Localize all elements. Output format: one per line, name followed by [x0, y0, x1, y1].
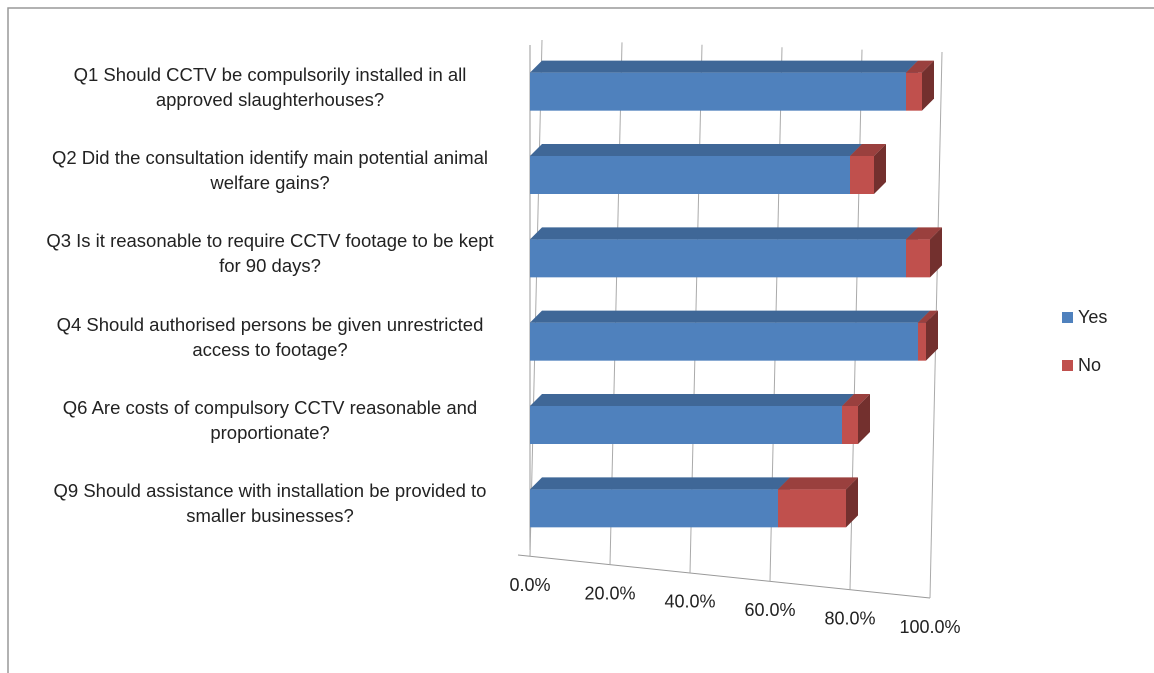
- bar-top: [906, 60, 934, 73]
- bar: [530, 406, 842, 444]
- bar: [842, 406, 858, 444]
- x-tick-label: 100.0%: [899, 617, 960, 637]
- x-tick-label: 20.0%: [584, 583, 635, 603]
- bar: [918, 322, 926, 361]
- x-tick-label: 60.0%: [744, 600, 795, 620]
- bar-top: [530, 310, 930, 323]
- bar-side: [930, 227, 942, 278]
- x-tick-label: 80.0%: [824, 608, 875, 628]
- bar-side: [846, 477, 858, 528]
- bar-top: [530, 144, 862, 156]
- category-label: Q1 Should CCTV be compulsorily installed…: [73, 63, 467, 110]
- bar-side: [858, 394, 870, 444]
- bar: [530, 239, 906, 278]
- bar: [530, 322, 918, 361]
- bar-side: [926, 310, 938, 361]
- bar-top: [530, 477, 790, 490]
- legend-swatch: [1062, 312, 1073, 323]
- bar-side: [922, 60, 934, 111]
- legend-label: No: [1078, 355, 1101, 375]
- bar-side: [874, 144, 886, 194]
- bar: [850, 156, 874, 194]
- bar: [530, 72, 906, 111]
- axis-wall: [517, 554, 931, 599]
- category-label: Q6 Are costs of compulsory CCTV reasonab…: [62, 397, 478, 443]
- bar-top: [918, 310, 938, 323]
- category-label: Q9 Should assistance with installation b…: [53, 480, 487, 527]
- category-label: Q2 Did the consultation identify main po…: [51, 147, 489, 193]
- bar: [906, 72, 922, 111]
- bar-top: [842, 394, 870, 406]
- bar-top: [530, 227, 918, 240]
- bar-top: [530, 394, 854, 406]
- x-tick-label: 40.0%: [664, 592, 715, 612]
- grid-line: [529, 39, 543, 557]
- bar: [530, 156, 850, 194]
- x-tick-label: 0.0%: [509, 575, 550, 595]
- legend-swatch: [1062, 360, 1073, 371]
- frame: [7, 7, 1154, 673]
- category-label: Q4 Should authorised persons be given un…: [56, 313, 484, 360]
- category-label: Q3 Is it reasonable to require CCTV foot…: [46, 230, 494, 277]
- bar: [530, 489, 778, 528]
- bar-top: [530, 60, 918, 73]
- bar: [778, 489, 846, 528]
- bar: [906, 239, 930, 278]
- bar-top: [778, 477, 858, 490]
- legend-label: Yes: [1078, 307, 1107, 327]
